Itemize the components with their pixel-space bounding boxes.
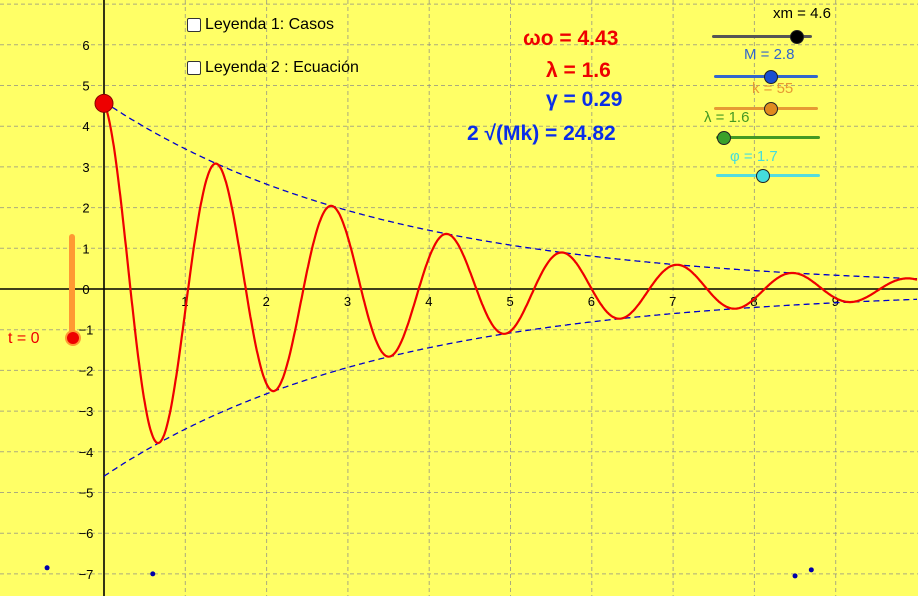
point-marker xyxy=(808,567,814,573)
slider-phi-knob[interactable] xyxy=(755,169,770,183)
x-tick-label: 4 xyxy=(425,294,432,309)
time-slider-knob[interactable] xyxy=(65,330,81,346)
y-tick-label: 1 xyxy=(82,241,89,256)
slider-lambda-label: λ = 1.6 xyxy=(704,109,750,126)
checkbox-label-2: Leyenda 2 : Ecuación xyxy=(205,59,359,76)
x-tick-label: 5 xyxy=(507,294,514,309)
checkbox-label-1: Leyenda 1: Casos xyxy=(205,16,334,33)
y-tick-label: −1 xyxy=(79,323,94,338)
slider-phi-label: φ = 1.7 xyxy=(730,148,778,165)
start-point[interactable] xyxy=(94,93,114,113)
x-tick-label: 9 xyxy=(832,294,839,309)
y-tick-label: −6 xyxy=(79,526,94,541)
y-tick-label: −2 xyxy=(79,363,94,378)
slider-lambda-track[interactable] xyxy=(716,136,820,139)
y-tick-label: −7 xyxy=(79,567,94,582)
gamma-value: γ = 0.29 xyxy=(546,88,623,111)
slider-xm-label: xm = 4.6 xyxy=(773,5,831,22)
y-tick-label: 2 xyxy=(82,201,89,216)
point-marker xyxy=(44,565,50,571)
lambda-value: λ = 1.6 xyxy=(546,59,611,82)
x-tick-label: 3 xyxy=(344,294,351,309)
slider-lambda-knob[interactable] xyxy=(717,131,732,145)
checkbox-box-2[interactable] xyxy=(187,61,201,75)
x-tick-label: 8 xyxy=(750,294,757,309)
time-slider-track[interactable] xyxy=(69,234,75,338)
slider-k-knob[interactable] xyxy=(764,102,779,116)
y-tick-label: 3 xyxy=(82,160,89,175)
critical-damping-value: 2 √(Mk) = 24.82 xyxy=(467,122,616,145)
slider-k-label: k = 55 xyxy=(752,80,794,97)
point-marker xyxy=(150,571,156,577)
slider-m-knob[interactable] xyxy=(764,70,779,84)
y-tick-label: 6 xyxy=(82,38,89,53)
y-tick-label: −3 xyxy=(79,404,94,419)
envelope-lower xyxy=(103,298,917,477)
x-tick-label: 1 xyxy=(181,294,188,309)
slider-m-label: M = 2.8 xyxy=(744,46,795,63)
y-tick-label: 0 xyxy=(82,282,89,297)
x-tick-label: 2 xyxy=(263,294,270,309)
y-tick-label: −4 xyxy=(79,445,94,460)
x-tick-label: 7 xyxy=(669,294,676,309)
damped-oscillation-curve xyxy=(102,102,918,445)
x-tick-label: 6 xyxy=(588,294,595,309)
point-marker xyxy=(792,573,798,579)
time-label: t = 0 xyxy=(8,330,40,347)
y-tick-label: 5 xyxy=(82,79,89,94)
checkbox-leyenda-2[interactable]: Leyenda 2 : Ecuación xyxy=(187,59,359,77)
envelope-upper xyxy=(103,101,917,280)
slider-xm-track[interactable] xyxy=(712,35,812,38)
slider-xm-knob[interactable] xyxy=(790,30,804,44)
y-tick-label: −5 xyxy=(79,486,94,501)
omega-value: ωo = 4.43 xyxy=(523,27,619,50)
checkbox-box-1[interactable] xyxy=(187,18,201,32)
checkbox-leyenda-1[interactable]: Leyenda 1: Casos xyxy=(187,16,334,34)
y-tick-label: 4 xyxy=(82,119,89,134)
